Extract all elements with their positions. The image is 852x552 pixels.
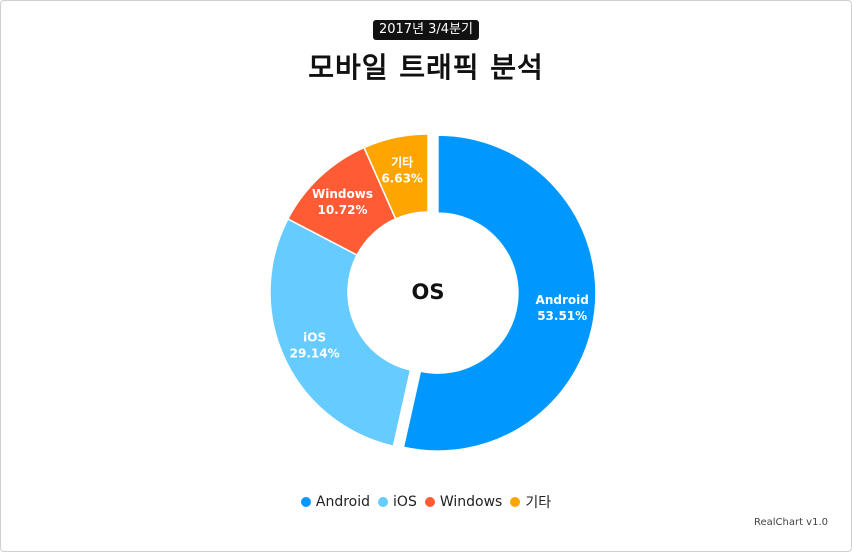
legend-item-windows[interactable]: Windows [424, 494, 503, 510]
slice-other[interactable] [363, 133, 429, 220]
slice-value-other: 6.63% [381, 172, 423, 186]
chart-title: 모바일 트래픽 분석 [308, 51, 544, 84]
chart-subtitle: 2017년 3/4분기 [372, 20, 480, 40]
legend-item-android[interactable]: Android [300, 494, 371, 510]
legend-marker-ios [378, 497, 389, 507]
slice-value-android: 53.51% [537, 309, 587, 323]
legend-marker-android [300, 497, 311, 507]
legend-label-android: Android [315, 494, 371, 510]
chart-credit: RealChart v1.0 [753, 517, 828, 528]
legend-item-ios[interactable]: iOS [378, 494, 417, 510]
slice-label-windows: Windows [312, 187, 373, 201]
legend-label-windows: Windows [439, 494, 503, 510]
slice-value-windows: 10.72% [317, 203, 367, 217]
slice-value-ios: 29.14% [290, 347, 340, 361]
center-label: OS [412, 280, 445, 304]
legend-marker-windows [424, 497, 435, 507]
slice-label-ios: iOS [303, 331, 326, 345]
slice-label-other: 기타 [391, 155, 413, 170]
slice-android[interactable] [402, 134, 597, 452]
legend-label-ios: iOS [393, 494, 417, 510]
legend-label-other: 기타 [525, 495, 552, 511]
legend-item-other[interactable]: 기타 [510, 492, 551, 512]
slice-ios[interactable] [269, 217, 412, 448]
chart-legend: Android iOS Windows 기타 [0, 492, 852, 512]
slice-label-android: Android [536, 293, 589, 307]
legend-marker-other [510, 497, 521, 507]
